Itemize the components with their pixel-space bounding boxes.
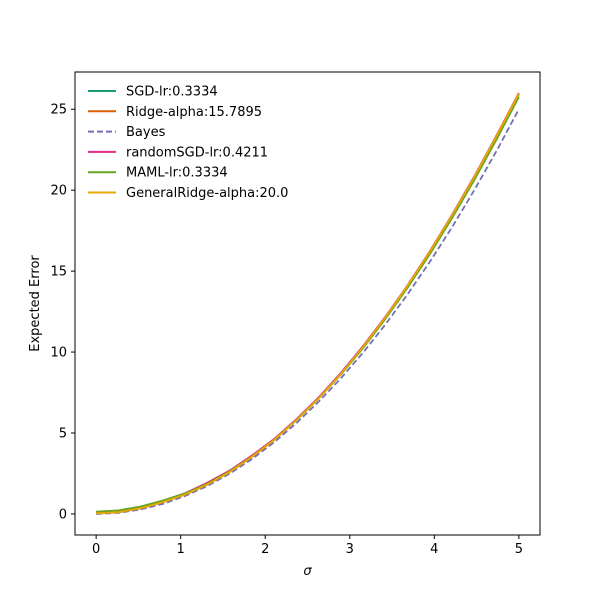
x-tick-label: 0 bbox=[92, 542, 100, 557]
legend-label-4: MAML-lr:0.3334 bbox=[126, 166, 228, 181]
legend: SGD-lr:0.3334 Ridge-alpha:15.7895 Bayes ran… bbox=[88, 85, 288, 201]
x-tick-label: 5 bbox=[515, 542, 523, 557]
legend-label-3: randomSGD-lr:0.4211 bbox=[126, 145, 268, 160]
legend-label-0: SGD-lr:0.3334 bbox=[126, 85, 218, 100]
y-axis-ticks: 0 5 10 15 20 25 bbox=[50, 103, 75, 522]
x-axis-ticks: 0 1 2 3 4 5 bbox=[92, 535, 523, 557]
y-tick-label: 5 bbox=[59, 427, 67, 442]
x-tick-label: 1 bbox=[177, 542, 185, 557]
legend-label-1: Ridge-alpha:15.7895 bbox=[126, 105, 262, 120]
x-tick-label: 3 bbox=[346, 542, 354, 557]
series-line-2 bbox=[96, 108, 520, 515]
legend-label-2: Bayes bbox=[126, 125, 166, 140]
legend-label-5: GeneralRidge-alpha:20.0 bbox=[126, 186, 288, 201]
series-layer bbox=[96, 92, 520, 515]
x-tick-label: 4 bbox=[430, 542, 438, 557]
y-tick-label: 15 bbox=[50, 265, 67, 280]
x-tick-label: 2 bbox=[261, 542, 269, 557]
y-tick-label: 25 bbox=[50, 103, 67, 118]
y-tick-label: 20 bbox=[50, 184, 67, 199]
y-axis-label: Expected Error bbox=[28, 255, 43, 352]
series-line-5 bbox=[96, 93, 520, 515]
y-tick-label: 0 bbox=[59, 507, 67, 522]
y-tick-label: 10 bbox=[50, 346, 67, 361]
plot-frame bbox=[74, 71, 541, 536]
x-axis-label: σ bbox=[303, 564, 312, 579]
